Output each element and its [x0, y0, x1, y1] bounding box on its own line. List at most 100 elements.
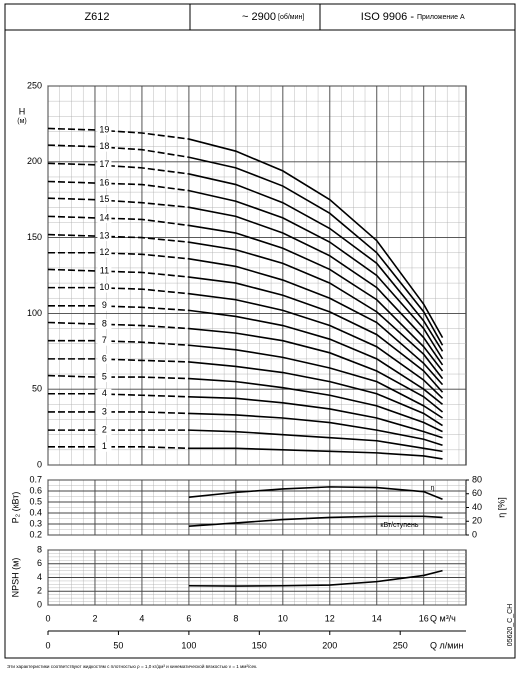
y-tick-label: 0: [37, 459, 42, 469]
stage-label: 10: [99, 282, 109, 292]
label-bg: [97, 406, 112, 417]
curve: [188, 515, 443, 527]
x-tick-label: 2: [92, 613, 97, 623]
label-bg: [97, 425, 112, 436]
curve-dashed: [47, 127, 190, 140]
curve: [188, 189, 444, 360]
stage-label: 8: [102, 318, 107, 328]
x2-axis-label: Q л/мин: [430, 640, 463, 650]
x2-tick-label: 150: [252, 640, 267, 650]
curve-dashed: [47, 233, 189, 243]
curve: [188, 224, 444, 372]
x-axis-label: Q м³/ч: [430, 613, 456, 623]
curve-dashed: [48, 411, 189, 415]
y2-tick-label: 60: [472, 488, 482, 498]
stage-label: 1: [102, 441, 107, 451]
label-bg: [97, 265, 112, 276]
curve-dashed: [47, 197, 189, 209]
stage-label: 17: [99, 159, 109, 169]
curve-dashed: [47, 180, 190, 192]
label-bg: [97, 124, 112, 135]
curve: [188, 344, 443, 419]
curve: [188, 138, 444, 339]
x-tick-label: 0: [45, 613, 50, 623]
x-tick-label: 8: [233, 613, 238, 623]
x-tick-label: 10: [278, 613, 288, 623]
stage-label: 15: [99, 194, 109, 204]
label-bg: [97, 141, 112, 152]
y-tick-label: 0: [37, 599, 42, 609]
stage-label: 7: [102, 335, 107, 345]
y-tick-label: 0.2: [29, 529, 42, 539]
curve-dashed: [47, 162, 190, 175]
curve: [188, 241, 444, 380]
stage-label: 2: [102, 425, 107, 435]
drawing-code: 05620_C_CH: [507, 604, 514, 646]
model: Z612: [84, 11, 109, 23]
y-tick-label: 0.7: [29, 474, 42, 484]
y-axis-unit: (м): [17, 118, 26, 125]
label-bg: [97, 212, 112, 223]
curve: [188, 447, 443, 460]
annex: Приложение А: [417, 14, 465, 21]
curve-dashed: [47, 321, 189, 330]
footnote: Эти характеристики соответствуют жидкост…: [7, 663, 257, 669]
curve: [188, 292, 444, 399]
x-tick-label: 4: [139, 613, 144, 623]
series-label: η: [431, 485, 435, 492]
stage-label: 18: [99, 141, 109, 151]
stage-label: 6: [102, 353, 107, 363]
x-tick-label: 16: [419, 613, 429, 623]
curve-dashed: [48, 305, 189, 312]
x2-tick-label: 50: [113, 640, 123, 650]
x2-tick-label: 200: [322, 640, 337, 650]
curve: [188, 361, 443, 427]
y-tick-label: 4: [37, 572, 42, 582]
y-tick-label: 100: [27, 308, 42, 318]
curve: [188, 173, 444, 352]
curve: [188, 429, 443, 453]
y-tick-label: 0.5: [29, 496, 42, 506]
curve: [188, 327, 444, 413]
curve-dashed: [47, 268, 189, 278]
stage-label: 3: [102, 406, 107, 416]
speed: ~ 2900: [242, 11, 276, 23]
y-tick-label: 200: [27, 156, 42, 166]
curve-dashed: [48, 339, 189, 347]
stage-label: 12: [99, 247, 109, 257]
y-axis-label: H: [19, 106, 26, 116]
standard: ISO 9906 -: [361, 11, 415, 23]
label-bg: [97, 247, 112, 258]
y-tick-label: 0.6: [29, 485, 42, 495]
x-tick-label: 12: [325, 613, 335, 623]
curve: [188, 258, 444, 386]
y2-tick-label: 40: [472, 502, 482, 512]
curve-dashed: [48, 446, 189, 450]
curve: [188, 395, 443, 439]
y2-tick-label: 20: [472, 516, 482, 526]
speed-unit: [об/мин]: [278, 13, 304, 21]
stage-label: 9: [102, 300, 107, 310]
series-label: кВт/ступень: [380, 522, 418, 529]
curve-dashed: [47, 144, 190, 159]
x-tick-label: 14: [372, 613, 382, 623]
y-tick-label: 250: [27, 80, 42, 90]
y-tick-label: 2: [37, 586, 42, 596]
x2-tick-label: 0: [45, 640, 50, 650]
curve: [188, 309, 444, 405]
curve: [188, 377, 443, 433]
curve-dashed: [48, 392, 189, 398]
label-bg: [97, 388, 112, 399]
y-tick-label: 150: [27, 232, 42, 242]
curve-dashed: [47, 374, 189, 380]
x2-tick-label: 100: [181, 640, 196, 650]
curve: [188, 486, 443, 500]
y-tick-label: 0.4: [29, 507, 42, 517]
curve-dashed: [48, 251, 189, 260]
y2-axis-label: η [%]: [496, 497, 506, 518]
stage-label: 16: [99, 177, 109, 187]
stage-label: 11: [100, 265, 109, 275]
curve: [188, 276, 444, 393]
label-bg: [97, 194, 112, 205]
